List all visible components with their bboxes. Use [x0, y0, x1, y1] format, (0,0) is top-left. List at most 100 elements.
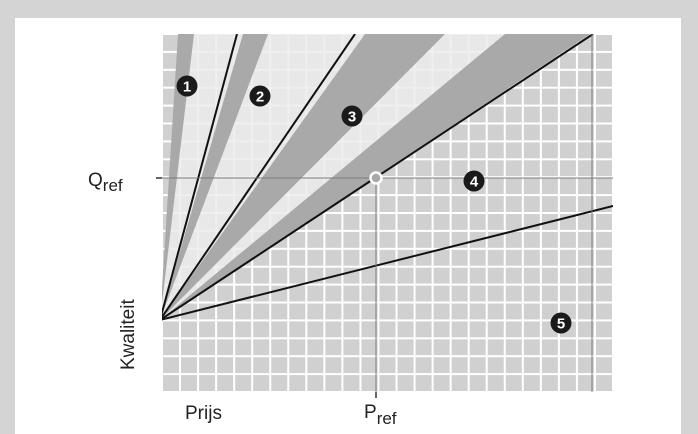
grid-cell [181, 375, 198, 391]
grid-cell [451, 249, 468, 266]
grid-cell [577, 124, 594, 141]
grid-cell [271, 339, 288, 356]
grid-cell [379, 321, 396, 338]
grid-cell [433, 178, 450, 195]
zone-badge-5: 5 [550, 312, 572, 334]
grid-cell [397, 196, 414, 212]
grid-cell [379, 375, 396, 391]
y-axis-label: Kwaliteit [118, 299, 139, 370]
grid-cell [415, 339, 432, 356]
grid-cell [595, 231, 612, 248]
svg-text:4: 4 [470, 174, 479, 191]
grid-cell [487, 249, 504, 266]
grid-cell [235, 339, 252, 356]
grid-cell [325, 249, 342, 266]
grid-cell [559, 339, 576, 356]
grid-cell [595, 178, 612, 195]
grid-cell [397, 231, 414, 248]
grid-cell [343, 249, 360, 266]
grid-cell [469, 196, 486, 212]
grid-cell [451, 267, 468, 284]
grid-cell [433, 303, 450, 320]
grid-cell [343, 375, 360, 391]
grid-cell [487, 106, 504, 123]
grid-cell [271, 303, 288, 320]
grid-cell [559, 249, 576, 266]
q-ref-label: Qref [88, 170, 123, 195]
grid-cell [577, 142, 594, 159]
grid-cell [505, 124, 522, 141]
grid-cell [415, 267, 432, 284]
grid-cell [361, 214, 378, 230]
grid-cell [433, 285, 450, 302]
grid-cell [577, 321, 594, 338]
grid-cell [577, 267, 594, 284]
grid-cell [361, 339, 378, 356]
grid-cell [595, 321, 612, 338]
grid-cell [361, 321, 378, 338]
grid-cell [595, 303, 612, 320]
grid-cell [577, 303, 594, 320]
grid-cell [343, 231, 360, 248]
grid-cell [559, 231, 576, 248]
grid-cell [181, 321, 198, 338]
grid-cell [253, 357, 270, 374]
grid-cell [505, 357, 522, 374]
grid-cell [415, 178, 432, 195]
grid-cell [397, 178, 414, 195]
grid-cell [433, 339, 450, 356]
grid-cell [271, 321, 288, 338]
boundary-line-1 [162, 34, 238, 317]
grid-cell [577, 70, 594, 87]
grid-cell [451, 124, 468, 141]
grid-cell [415, 303, 432, 320]
grid-cell [577, 375, 594, 391]
grid-cell [163, 339, 180, 356]
grid-cell [271, 357, 288, 374]
grid-cell [559, 88, 576, 105]
p-ref-label: Pref [364, 402, 397, 428]
grid-cell [397, 285, 414, 302]
grid-cell [505, 214, 522, 230]
grid-cell [559, 285, 576, 302]
p-ref-main: P [364, 402, 377, 423]
grid-cell [379, 285, 396, 302]
grid-cell [577, 249, 594, 266]
grid-cell [415, 231, 432, 248]
grid-cell [523, 357, 540, 374]
svg-text:3: 3 [348, 109, 356, 126]
grid-cell [325, 303, 342, 320]
grid-cell [343, 214, 360, 230]
band-2 [162, 34, 268, 315]
grid-cell [523, 160, 540, 177]
grid-cell [325, 375, 342, 391]
grid-cell [523, 303, 540, 320]
grid-cell [469, 267, 486, 284]
grid-cell [307, 339, 324, 356]
grid-cell [397, 214, 414, 230]
grid-cell [595, 357, 612, 374]
grid-cell [541, 285, 558, 302]
grid-cell [595, 285, 612, 302]
grid-cell [433, 160, 450, 177]
svg-text:1: 1 [183, 79, 191, 96]
grid-cell [523, 375, 540, 391]
grid-cell [271, 267, 288, 284]
zone-badge-1: 1 [176, 75, 198, 97]
grid-cell [433, 267, 450, 284]
boundary-line-4 [162, 205, 613, 321]
grid-cell [235, 321, 252, 338]
grid-cell [379, 196, 396, 212]
grid-cell [487, 357, 504, 374]
grid-cell [253, 321, 270, 338]
grid-cell [343, 196, 360, 212]
grid-cell [325, 214, 342, 230]
grid-cell [487, 339, 504, 356]
grid-cell [253, 267, 270, 284]
grid-cell [487, 267, 504, 284]
grid-cell [235, 357, 252, 374]
grid-cell [271, 249, 288, 266]
grid-cell [523, 178, 540, 195]
